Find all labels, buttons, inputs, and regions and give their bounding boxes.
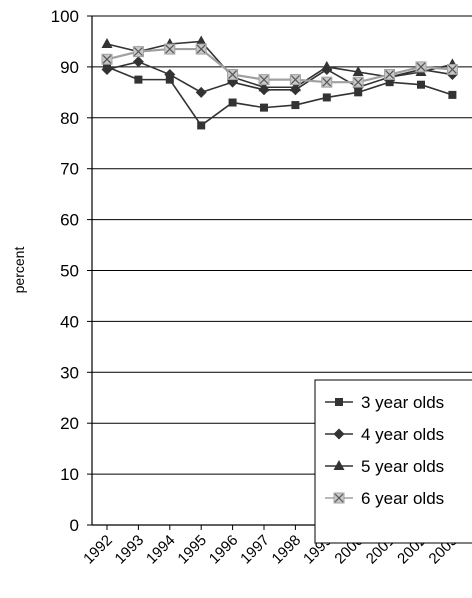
y-tick-label: 40: [60, 312, 79, 331]
marker-x-square-cross: [447, 65, 457, 74]
marker-x-square-cross: [334, 493, 344, 503]
marker-x-square: [446, 63, 458, 75]
marker-triangle: [333, 460, 345, 470]
series-line: [106, 47, 453, 84]
marker-square: [335, 398, 343, 406]
marker-x-square: [321, 76, 333, 88]
marker-x-square-cross: [228, 70, 238, 79]
marker-x-square: [352, 76, 364, 88]
y-tick-label: 70: [60, 160, 79, 179]
x-tick-label: 1996: [206, 532, 242, 568]
marker-triangle: [289, 81, 301, 92]
x-tick-label: 1994: [143, 532, 179, 568]
marker-x-square-cross: [102, 54, 112, 64]
series-3-year-olds: [103, 62, 457, 130]
marker-x-square: [195, 43, 207, 55]
marker-x-square-cross: [196, 44, 206, 54]
marker-triangle: [195, 35, 207, 46]
marker-x-square-cross: [165, 44, 175, 54]
marker-x-square: [289, 74, 301, 86]
legend-label: 4 year olds: [361, 425, 444, 444]
marker-square: [322, 93, 331, 102]
y-tick-label: 0: [70, 516, 79, 535]
legend-item: 3 year olds: [325, 393, 444, 412]
marker-x-square-cross: [290, 75, 300, 85]
marker-triangle: [258, 81, 270, 92]
marker-x-square-cross: [416, 62, 426, 72]
y-tick-label: 80: [60, 109, 79, 128]
marker-x-square-cross: [259, 75, 269, 85]
legend-label: 6 year olds: [361, 489, 444, 508]
marker-square: [197, 121, 206, 130]
marker-triangle: [352, 65, 364, 76]
y-tick-label: 20: [60, 414, 79, 433]
legend-label: 5 year olds: [361, 457, 444, 476]
legend-item: 5 year olds: [325, 457, 444, 476]
series-6-year-olds: [101, 43, 458, 88]
legend-label: 3 year olds: [361, 393, 444, 412]
marker-diamond: [195, 86, 207, 98]
marker-x-square-cross: [133, 47, 143, 57]
marker-x-square: [384, 69, 396, 81]
series-lines: [101, 35, 458, 130]
x-tick-label: 1998: [269, 532, 305, 568]
marker-x-square: [101, 53, 113, 65]
series-line: [106, 66, 453, 127]
marker-square: [291, 101, 300, 110]
marker-x-square-cross: [322, 77, 332, 87]
marker-x-square: [164, 43, 176, 55]
x-tick-label: 1995: [174, 532, 210, 568]
x-tick-label: 1992: [80, 532, 116, 568]
y-tick-label: 10: [60, 465, 79, 484]
y-axis-label: percent: [11, 247, 27, 294]
marker-triangle: [101, 37, 113, 48]
marker-x-square-cross: [353, 77, 363, 87]
marker-square: [260, 103, 268, 112]
legend-box: [314, 379, 472, 544]
y-tick-label: 90: [60, 58, 79, 77]
series-4-year-olds: [101, 56, 458, 98]
marker-x-square: [132, 46, 144, 58]
marker-x-square: [415, 61, 427, 73]
marker-square: [134, 75, 143, 84]
marker-x-square: [227, 69, 239, 81]
legend-item: 4 year olds: [325, 425, 444, 444]
legend: 3 year olds 4 year olds 5 year olds 6 year …: [314, 379, 472, 544]
marker-x-square-cross: [385, 70, 395, 79]
x-tick-label: 1997: [237, 532, 273, 568]
gridlines: [92, 15, 472, 475]
legend-item: 6 year olds: [325, 489, 444, 508]
y-tick-label: 50: [60, 262, 79, 281]
marker-square: [228, 98, 237, 107]
marker-diamond: [132, 56, 144, 68]
marker-x-square: [258, 74, 270, 86]
marker-square: [448, 90, 457, 99]
marker-diamond: [164, 69, 176, 81]
marker-square: [417, 80, 425, 89]
x-tick-label: 1993: [112, 532, 148, 568]
y-tick-label: 100: [51, 7, 79, 26]
marker-triangle: [321, 60, 333, 71]
marker-diamond: [101, 63, 113, 75]
y-tick-label: 30: [60, 363, 79, 382]
y-tick-label: 60: [60, 211, 79, 230]
marker-x-square: [333, 492, 345, 504]
marker-diamond: [333, 428, 345, 440]
